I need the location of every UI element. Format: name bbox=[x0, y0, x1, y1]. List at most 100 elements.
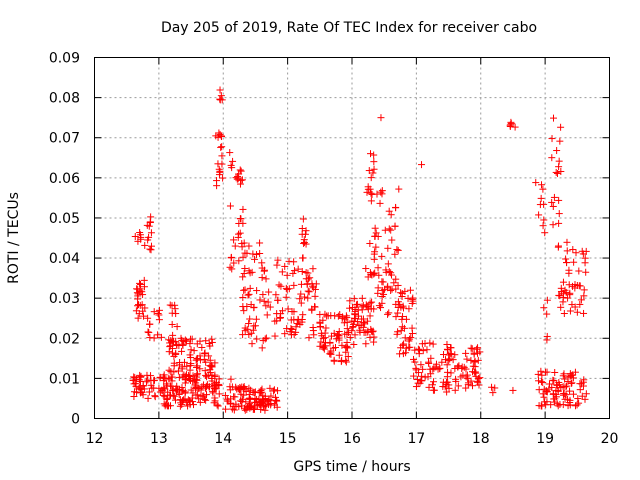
data-point bbox=[543, 332, 551, 340]
data-point bbox=[320, 344, 328, 352]
data-point bbox=[262, 302, 270, 310]
data-point bbox=[559, 278, 567, 286]
data-point bbox=[543, 398, 551, 406]
data-point bbox=[239, 331, 247, 339]
data-point bbox=[370, 158, 378, 166]
data-point bbox=[205, 383, 213, 391]
data-point bbox=[580, 309, 588, 317]
data-point bbox=[274, 387, 282, 395]
data-point bbox=[414, 345, 422, 353]
data-point bbox=[550, 395, 558, 403]
data-point bbox=[239, 253, 247, 261]
data-point bbox=[178, 336, 186, 344]
data-point bbox=[239, 205, 247, 213]
data-point bbox=[357, 321, 365, 329]
data-point bbox=[247, 329, 255, 337]
data-point bbox=[206, 342, 214, 350]
data-point bbox=[319, 316, 327, 324]
data-point bbox=[207, 362, 215, 370]
data-point bbox=[144, 328, 152, 336]
data-point bbox=[146, 218, 154, 226]
data-point bbox=[160, 371, 168, 379]
data-point bbox=[537, 194, 545, 202]
data-point bbox=[566, 387, 574, 395]
data-point bbox=[405, 305, 413, 313]
data-point bbox=[211, 397, 219, 405]
data-point bbox=[144, 314, 152, 322]
data-point bbox=[425, 358, 433, 366]
data-point bbox=[467, 344, 475, 352]
data-point bbox=[538, 181, 546, 189]
data-point bbox=[297, 280, 305, 288]
data-point bbox=[298, 225, 306, 233]
data-point bbox=[309, 284, 317, 292]
data-point bbox=[302, 227, 310, 235]
data-point bbox=[202, 384, 210, 392]
data-point bbox=[274, 256, 282, 264]
data-point bbox=[572, 249, 580, 257]
data-point bbox=[256, 250, 264, 258]
data-point bbox=[454, 363, 462, 371]
data-point bbox=[175, 361, 183, 369]
data-point bbox=[171, 301, 179, 309]
data-point bbox=[359, 315, 367, 323]
data-point bbox=[468, 345, 476, 353]
data-point bbox=[215, 390, 223, 398]
data-point bbox=[398, 315, 406, 323]
data-point bbox=[412, 364, 420, 372]
y-tick-labels: 0 0.01 0.02 0.03 0.04 0.05 0.06 0.07 0.08 0.09 bbox=[49, 51, 80, 428]
data-point bbox=[236, 384, 244, 392]
data-point bbox=[198, 343, 206, 351]
data-point bbox=[308, 280, 316, 288]
data-point bbox=[161, 375, 169, 383]
data-point bbox=[265, 288, 273, 296]
data-point bbox=[535, 386, 543, 394]
data-point bbox=[196, 337, 204, 345]
data-point bbox=[154, 310, 162, 318]
y-tick-label: 0.04 bbox=[49, 251, 80, 267]
data-point bbox=[300, 239, 308, 247]
data-point bbox=[462, 349, 470, 357]
data-point bbox=[430, 378, 438, 386]
data-point bbox=[216, 86, 224, 94]
data-point bbox=[191, 381, 199, 389]
data-point bbox=[145, 222, 153, 230]
data-point bbox=[233, 175, 241, 183]
data-point bbox=[555, 157, 563, 165]
data-point bbox=[262, 275, 270, 283]
data-point bbox=[146, 334, 154, 342]
data-point bbox=[452, 377, 460, 385]
data-point bbox=[168, 309, 176, 317]
data-point bbox=[166, 339, 174, 347]
data-point bbox=[245, 242, 253, 250]
data-point bbox=[256, 296, 264, 304]
data-point bbox=[409, 297, 417, 305]
data-point bbox=[425, 383, 433, 391]
data-point bbox=[146, 320, 154, 328]
data-point bbox=[322, 324, 330, 332]
data-point bbox=[370, 270, 378, 278]
data-point bbox=[405, 337, 413, 345]
data-point bbox=[273, 261, 281, 269]
data-point bbox=[362, 340, 370, 348]
data-point bbox=[427, 370, 435, 378]
data-point bbox=[163, 402, 171, 410]
data-point bbox=[178, 347, 186, 355]
x-tick-label: 20 bbox=[601, 431, 619, 447]
data-point bbox=[454, 382, 462, 390]
data-point bbox=[392, 285, 400, 293]
data-point bbox=[230, 236, 238, 244]
data-point bbox=[327, 312, 335, 320]
data-point bbox=[169, 331, 177, 339]
data-point bbox=[309, 327, 317, 335]
data-point bbox=[426, 365, 434, 373]
data-point bbox=[564, 395, 572, 403]
data-point bbox=[539, 378, 547, 386]
data-point bbox=[553, 147, 561, 155]
data-point bbox=[562, 391, 570, 399]
data-point bbox=[439, 383, 447, 391]
data-point bbox=[264, 397, 272, 405]
data-point bbox=[311, 292, 319, 300]
data-point bbox=[581, 395, 589, 403]
data-point bbox=[170, 392, 178, 400]
